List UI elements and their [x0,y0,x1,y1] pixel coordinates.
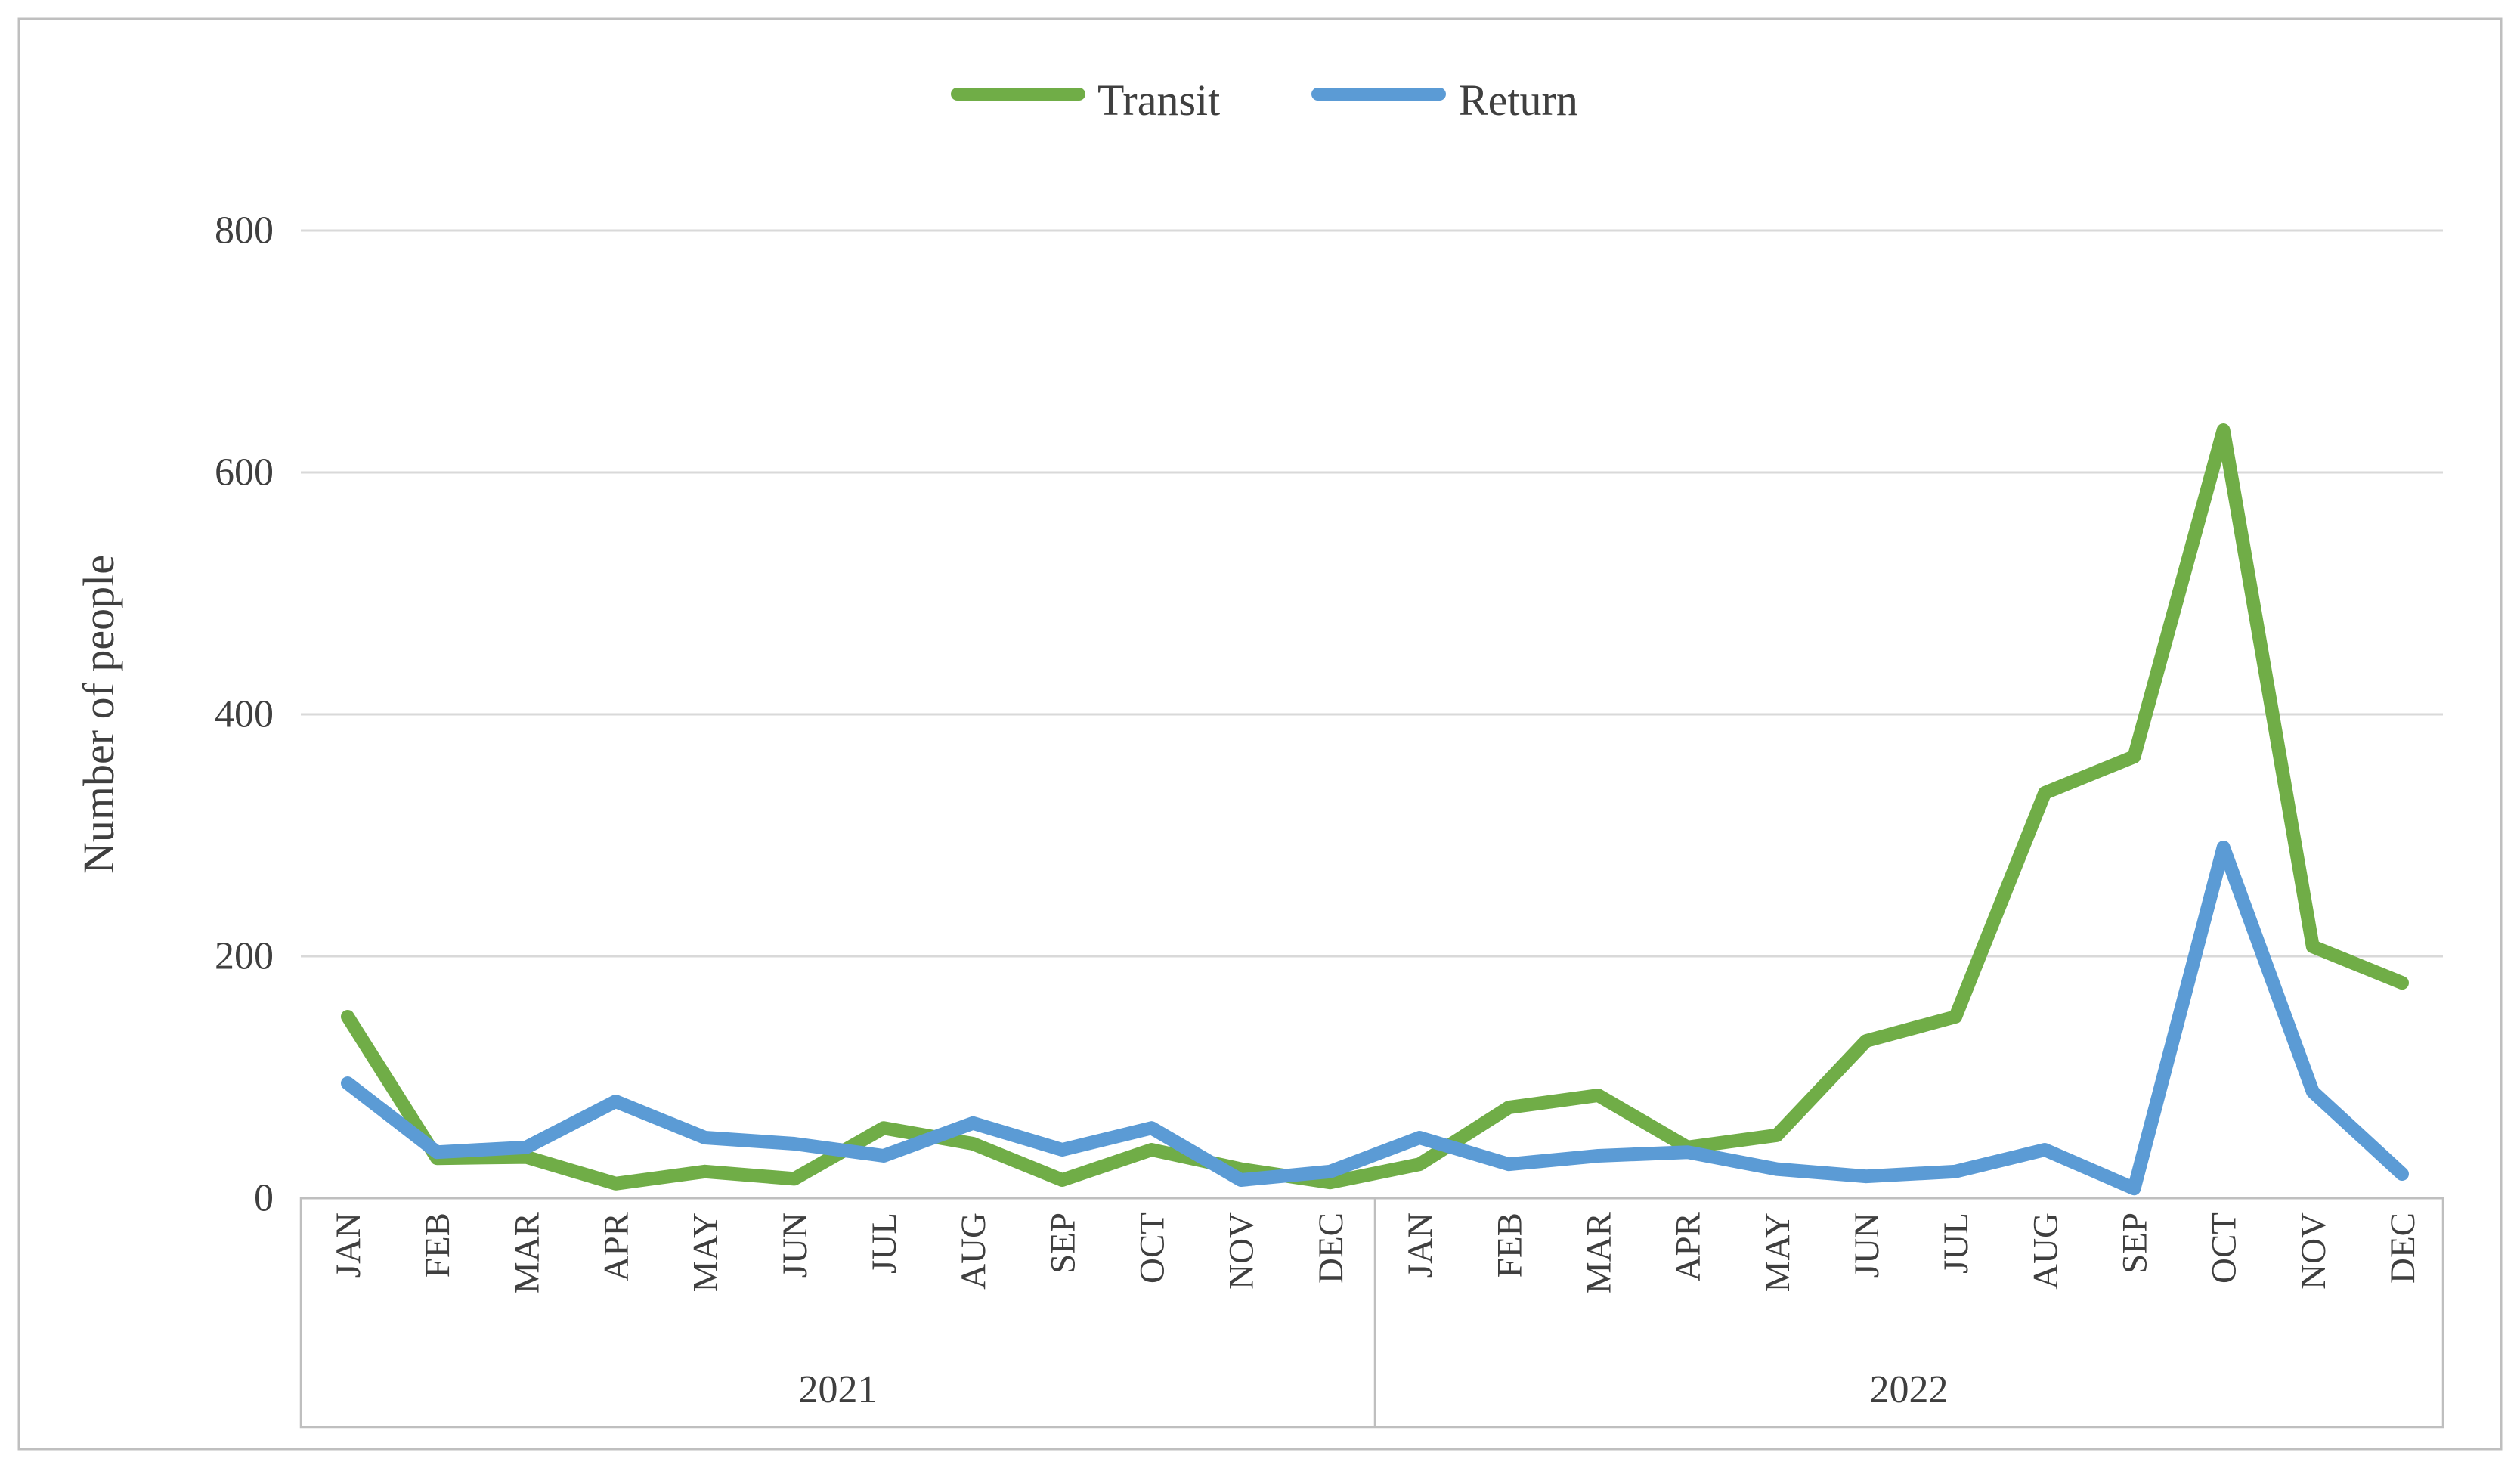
month-label: OCT [1133,1212,1172,1284]
month-label: APR [597,1212,636,1281]
month-label: FEB [418,1212,457,1278]
month-label: SEP [1043,1212,1082,1274]
month-label: JUN [776,1212,815,1278]
series-line-return [341,841,2409,1196]
month-label: NOV [1222,1212,1262,1290]
month-label: JUL [1936,1212,1976,1274]
month-label: MAY [686,1212,726,1292]
month-label: DEC [2383,1212,2422,1284]
month-label: JAN [1401,1212,1440,1278]
legend-label-transit: Transit [1097,76,1220,125]
y-tick-label: 400 [215,693,274,736]
legend-swatch-transit [951,88,1085,101]
month-label: MAR [1579,1212,1618,1293]
month-label: MAY [1758,1212,1797,1292]
y-tick-label: 200 [215,935,274,978]
month-label: SEP [2115,1212,2154,1274]
year-label: 2022 [1870,1368,1949,1411]
series-lines [341,423,2409,1196]
axis-labels: 0 200 400 600 800 JAN FEB MAR APR MAY JUN JUL AUG SEP… [215,209,2422,1412]
legend-swatch-return [1311,88,1446,101]
month-label: JUL [865,1212,904,1274]
figure-border [17,17,2503,1451]
y-tick-label: 800 [215,209,274,252]
y-tick-label: 600 [215,451,274,494]
month-label: DEC [1311,1212,1351,1284]
series-line-transit [341,423,2409,1191]
month-label: APR [1669,1212,1708,1281]
year-label: 2021 [799,1368,878,1411]
gridlines [301,229,2443,958]
y-tick-label: 0 [254,1177,274,1220]
month-label: JUN [1847,1212,1887,1278]
month-label: AUG [954,1212,993,1290]
legend-label-return: Return [1459,76,1578,125]
month-label: FEB [1490,1212,1529,1278]
month-label: MAR [507,1212,546,1293]
month-label: JAN [329,1212,368,1278]
month-label: AUG [2026,1212,2065,1290]
axes [299,1197,2444,1429]
month-label: OCT [2205,1212,2244,1284]
category-axis-box [299,1197,2444,1429]
month-label: NOV [2294,1212,2333,1290]
y-axis-title: Number of people [74,555,123,874]
legend: Transit Return [951,76,1578,125]
